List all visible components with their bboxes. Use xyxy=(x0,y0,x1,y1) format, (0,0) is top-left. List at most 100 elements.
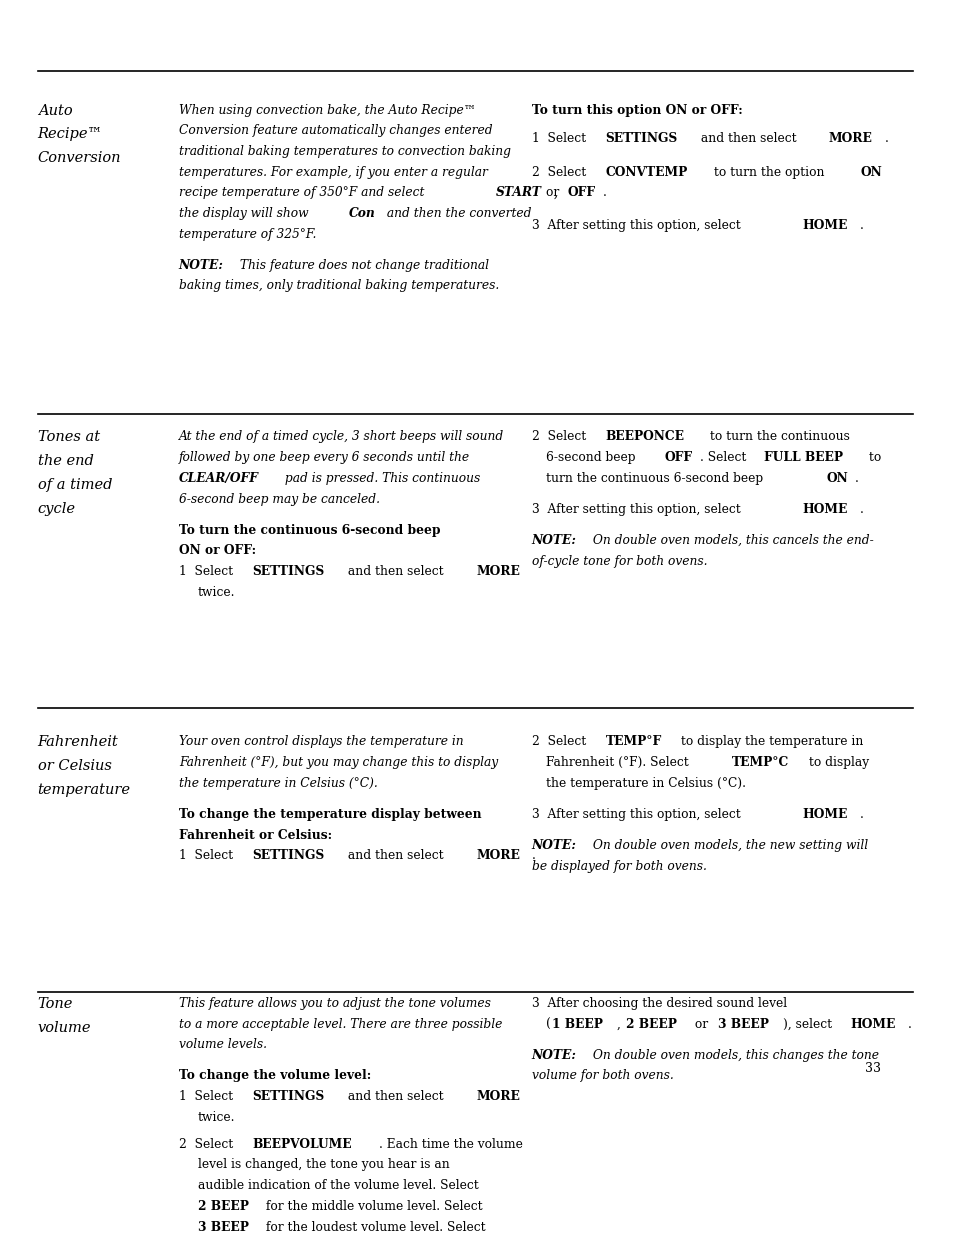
Text: 6-second beep: 6-second beep xyxy=(545,451,639,464)
Text: to turn the continuous: to turn the continuous xyxy=(705,431,849,443)
Text: HOME: HOME xyxy=(801,503,846,516)
Text: . Each time the volume: . Each time the volume xyxy=(379,1137,523,1151)
Text: To turn the continuous 6-second beep: To turn the continuous 6-second beep xyxy=(178,524,439,536)
Text: 1  Select: 1 Select xyxy=(178,850,236,862)
Text: This feature allows you to adjust the tone volumes: This feature allows you to adjust the to… xyxy=(178,997,490,1010)
Text: ,: , xyxy=(554,186,558,199)
Text: To turn this option ON or OFF:: To turn this option ON or OFF: xyxy=(531,104,741,116)
Text: Tone: Tone xyxy=(37,997,73,1011)
Text: or Celsius: or Celsius xyxy=(37,760,112,773)
Text: and then the converted: and then the converted xyxy=(382,207,531,220)
Text: This feature does not change traditional: This feature does not change traditional xyxy=(235,259,488,272)
Text: twice.: twice. xyxy=(197,1110,234,1124)
Text: the temperature in Celsius (°C).: the temperature in Celsius (°C). xyxy=(545,777,745,790)
Text: to a more acceptable level. There are three possible: to a more acceptable level. There are th… xyxy=(178,1018,501,1031)
Text: Tones at: Tones at xyxy=(37,431,100,445)
Text: 6-second beep may be canceled.: 6-second beep may be canceled. xyxy=(178,493,379,505)
Text: .: . xyxy=(602,186,606,199)
Text: or: or xyxy=(690,1018,711,1031)
Text: On double oven models, the new setting will: On double oven models, the new setting w… xyxy=(588,839,867,852)
Text: to display the temperature in: to display the temperature in xyxy=(677,736,862,748)
Text: 2  Select: 2 Select xyxy=(531,165,589,179)
Text: MORE: MORE xyxy=(476,850,519,862)
Text: to: to xyxy=(863,451,880,464)
Text: be displayed for both ovens.: be displayed for both ovens. xyxy=(531,860,705,873)
Text: of a timed: of a timed xyxy=(37,478,112,493)
Text: or: or xyxy=(545,186,562,199)
Text: Your oven control displays the temperature in: Your oven control displays the temperatu… xyxy=(178,736,463,748)
Text: ON or OFF:: ON or OFF: xyxy=(178,545,255,557)
Text: To change the volume level:: To change the volume level: xyxy=(178,1070,371,1082)
Text: and then select: and then select xyxy=(344,850,448,862)
Text: and then select: and then select xyxy=(697,132,800,146)
Text: for the middle volume level. Select: for the middle volume level. Select xyxy=(262,1200,482,1213)
Text: SETTINGS: SETTINGS xyxy=(253,564,324,578)
Text: START: START xyxy=(496,186,541,199)
Text: CONVTEMP: CONVTEMP xyxy=(605,165,687,179)
Text: Con: Con xyxy=(348,207,375,220)
Text: 3  After choosing the desired sound level: 3 After choosing the desired sound level xyxy=(531,997,786,1010)
Text: 3  After setting this option, select: 3 After setting this option, select xyxy=(531,220,743,232)
Text: HOME: HOME xyxy=(849,1018,895,1031)
Text: Fahrenheit: Fahrenheit xyxy=(37,736,118,750)
Text: pad is pressed. This continuous: pad is pressed. This continuous xyxy=(280,472,479,485)
Text: Fahrenheit (°F). Select: Fahrenheit (°F). Select xyxy=(545,756,692,769)
Text: the temperature in Celsius (°C).: the temperature in Celsius (°C). xyxy=(178,777,377,790)
Text: SETTINGS: SETTINGS xyxy=(253,1091,324,1103)
Text: 33: 33 xyxy=(864,1062,881,1076)
Text: NOTE:: NOTE: xyxy=(531,839,576,852)
Text: .: . xyxy=(532,850,536,862)
Text: ,: , xyxy=(616,1018,623,1031)
Text: to display: to display xyxy=(804,756,868,769)
Text: cycle: cycle xyxy=(37,503,75,516)
Text: 1  Select: 1 Select xyxy=(178,564,236,578)
Text: 2  Select: 2 Select xyxy=(531,431,589,443)
Text: to turn the option: to turn the option xyxy=(709,165,827,179)
Text: Recipe™: Recipe™ xyxy=(37,127,103,142)
Text: 2 BEEP: 2 BEEP xyxy=(626,1018,677,1031)
Text: temperature: temperature xyxy=(37,783,131,798)
Text: BEEPVOLUME: BEEPVOLUME xyxy=(253,1137,352,1151)
Text: ON: ON xyxy=(826,472,847,485)
Text: ON: ON xyxy=(860,165,882,179)
Text: volume levels.: volume levels. xyxy=(178,1039,267,1051)
Text: volume for both ovens.: volume for both ovens. xyxy=(531,1070,673,1082)
Text: MORE: MORE xyxy=(476,564,519,578)
Text: .: . xyxy=(859,503,862,516)
Text: 2  Select: 2 Select xyxy=(178,1137,236,1151)
Text: 3 BEEP: 3 BEEP xyxy=(717,1018,768,1031)
Text: At the end of a timed cycle, 3 short beeps will sound: At the end of a timed cycle, 3 short bee… xyxy=(178,431,503,443)
Text: TEMP°C: TEMP°C xyxy=(731,756,789,769)
Text: .: . xyxy=(854,472,858,485)
Text: BEEPONCE: BEEPONCE xyxy=(605,431,683,443)
Text: 1  Select: 1 Select xyxy=(531,132,589,146)
Text: temperatures. For example, if you enter a regular: temperatures. For example, if you enter … xyxy=(178,165,487,179)
Text: the end: the end xyxy=(37,454,93,468)
Text: To change the temperature display between: To change the temperature display betwee… xyxy=(178,808,481,821)
Text: and then select: and then select xyxy=(344,564,448,578)
Text: OFF: OFF xyxy=(567,186,595,199)
Text: When using convection bake, the Auto Recipe™: When using convection bake, the Auto Rec… xyxy=(178,104,476,116)
Text: recipe temperature of 350°F and select: recipe temperature of 350°F and select xyxy=(178,186,428,199)
Text: 3  After setting this option, select: 3 After setting this option, select xyxy=(531,503,743,516)
Text: 2 BEEP: 2 BEEP xyxy=(197,1200,248,1213)
Text: baking times, only traditional baking temperatures.: baking times, only traditional baking te… xyxy=(178,279,498,293)
Text: for the loudest volume level. Select: for the loudest volume level. Select xyxy=(262,1220,485,1234)
Text: 1 BEEP: 1 BEEP xyxy=(551,1018,602,1031)
Text: On double oven models, this cancels the end-: On double oven models, this cancels the … xyxy=(588,534,872,547)
Text: Conversion: Conversion xyxy=(37,152,121,165)
Text: followed by one beep every 6 seconds until the: followed by one beep every 6 seconds unt… xyxy=(178,451,470,464)
Text: OFF: OFF xyxy=(663,451,692,464)
Text: and then select: and then select xyxy=(344,1091,448,1103)
Text: .: . xyxy=(907,1018,911,1031)
Text: Fahrenheit or Celsius:: Fahrenheit or Celsius: xyxy=(178,829,332,842)
Text: FULL BEEP: FULL BEEP xyxy=(763,451,842,464)
Text: 3  After setting this option, select: 3 After setting this option, select xyxy=(531,808,743,821)
Text: Conversion feature automatically changes entered: Conversion feature automatically changes… xyxy=(178,125,492,137)
Text: MORE: MORE xyxy=(476,1091,519,1103)
Text: ), select: ), select xyxy=(781,1018,835,1031)
Text: temperature of 325°F.: temperature of 325°F. xyxy=(178,227,315,241)
Text: Auto: Auto xyxy=(37,104,72,117)
Text: traditional baking temperatures to convection baking: traditional baking temperatures to conve… xyxy=(178,144,510,158)
Text: volume: volume xyxy=(37,1021,91,1035)
